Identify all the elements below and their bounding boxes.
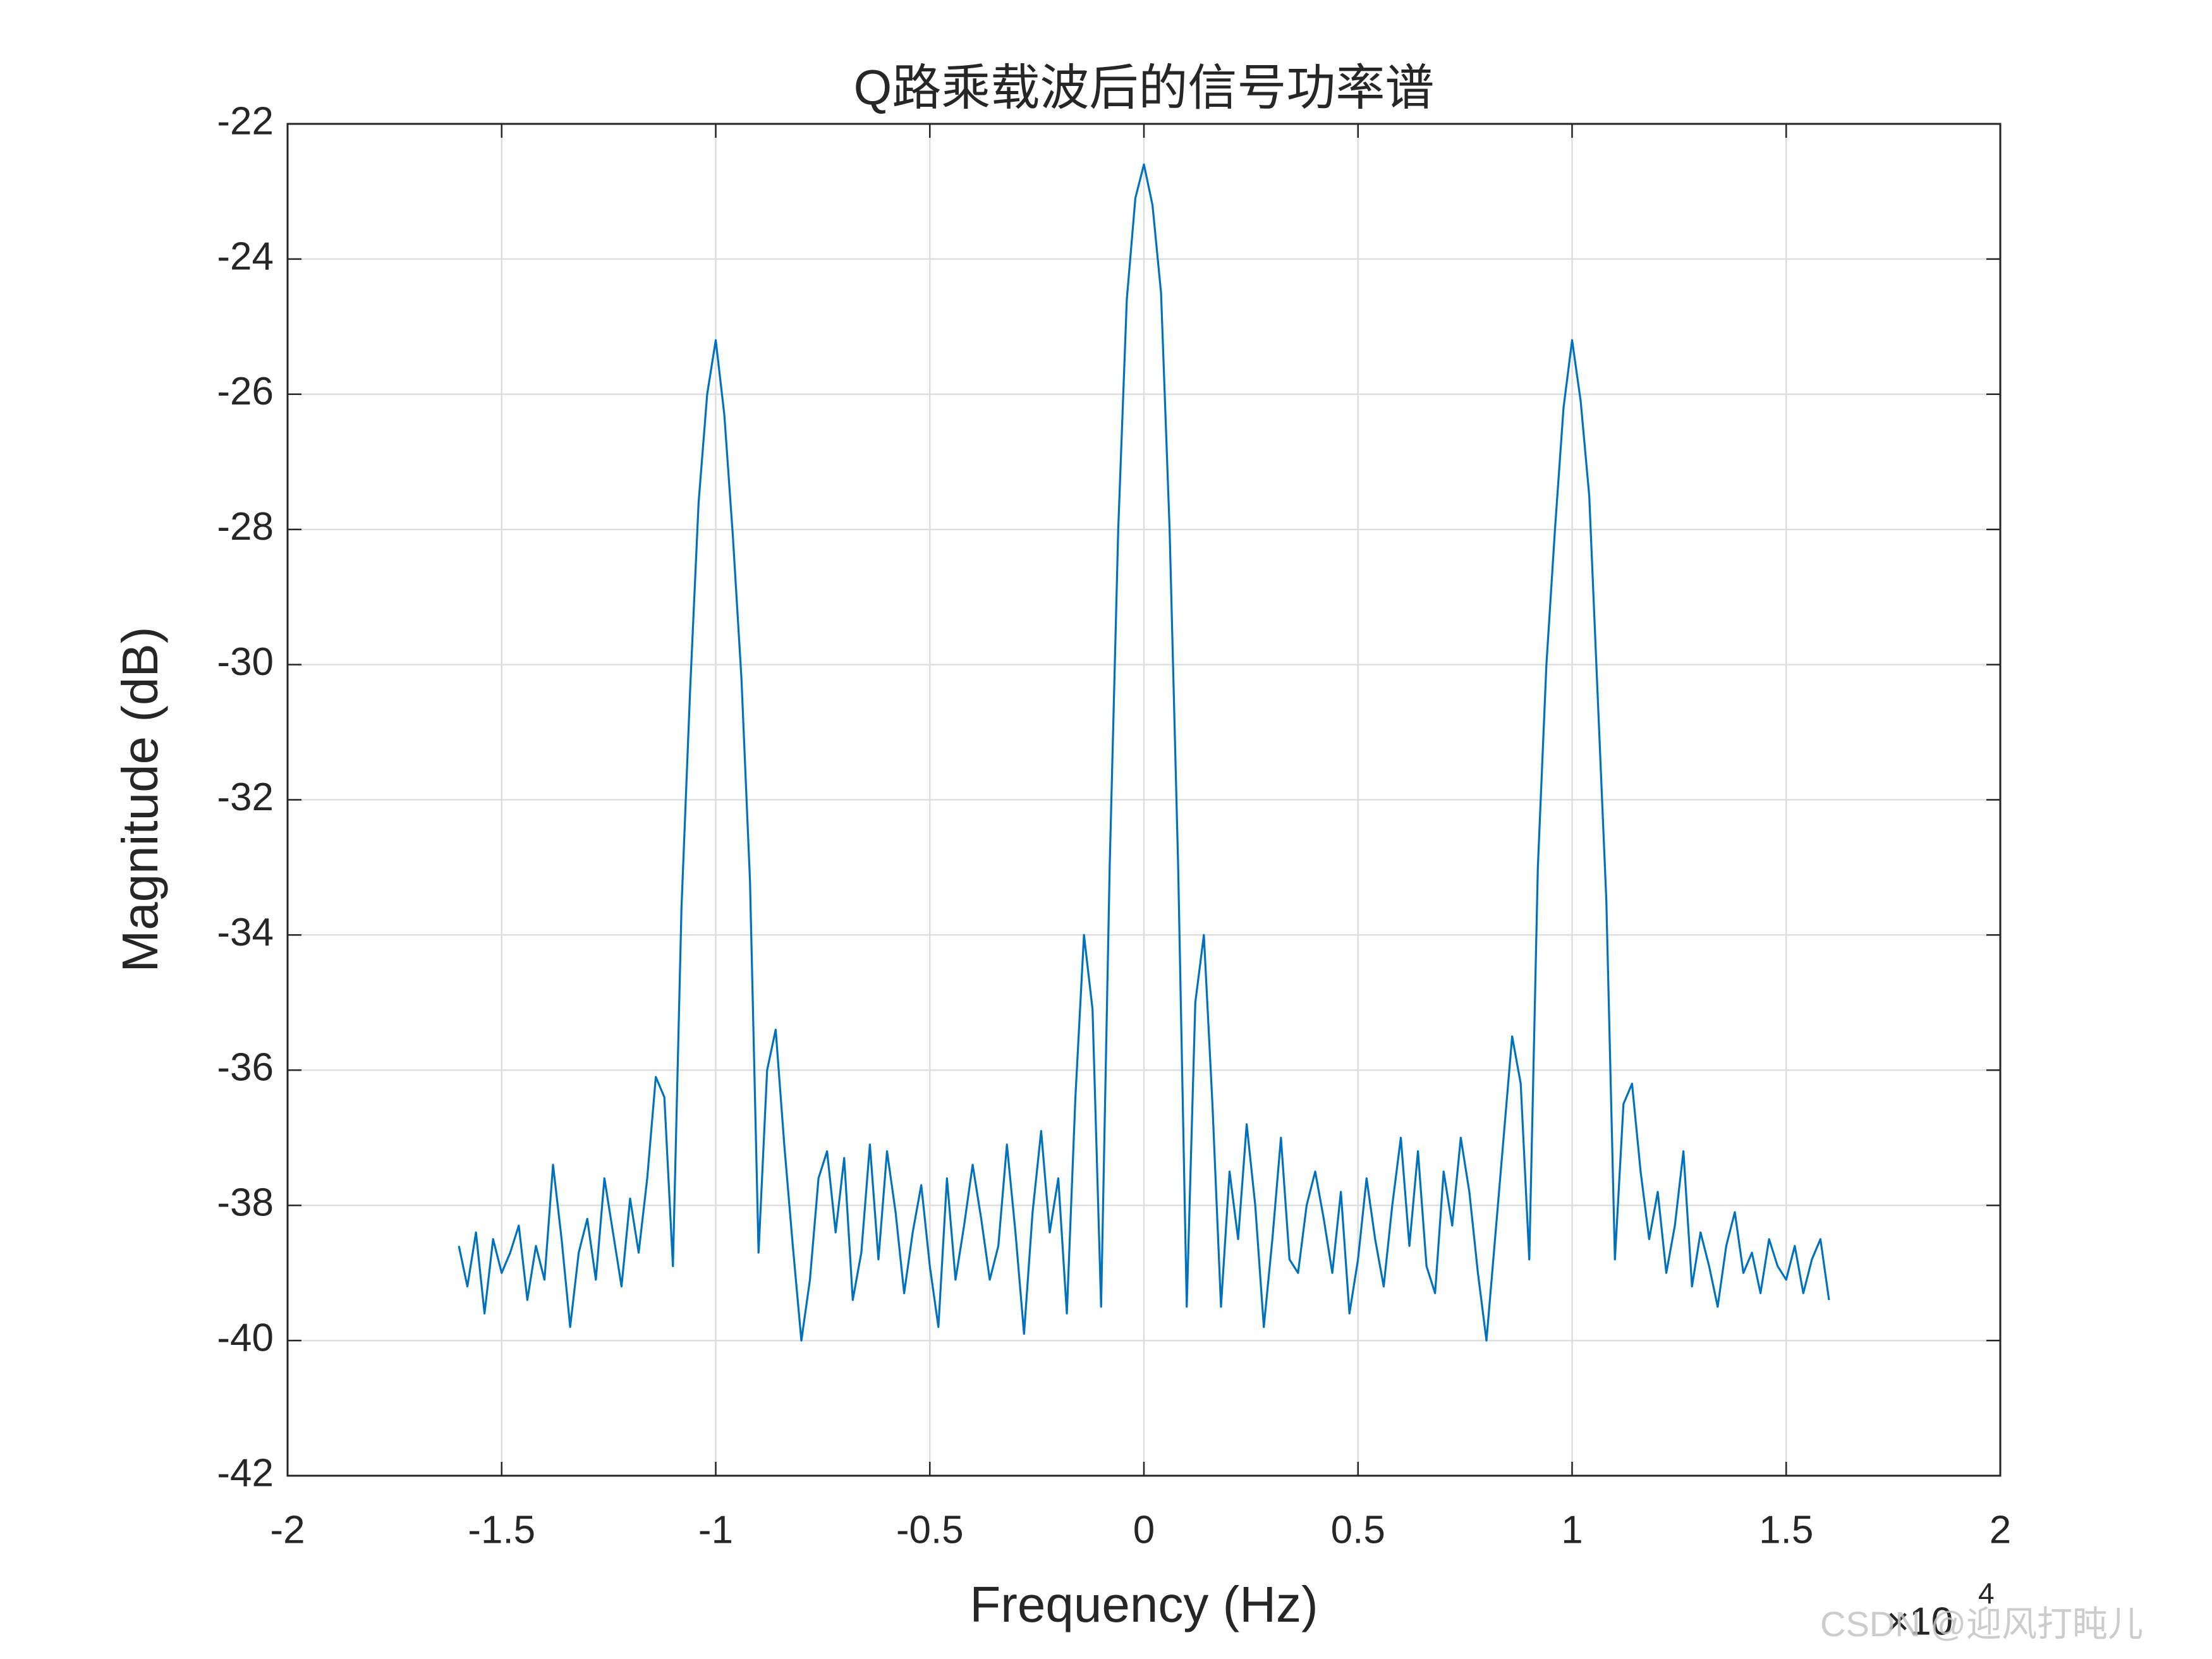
y-tick-label: -42 bbox=[217, 1451, 274, 1495]
watermark: CSDN @迎风打盹儿 bbox=[1820, 1604, 2143, 1644]
x-exponent: 4 bbox=[1978, 1577, 1995, 1610]
x-tick-label: -0.5 bbox=[896, 1508, 964, 1552]
y-tick-label: -22 bbox=[217, 99, 274, 143]
y-axis-label: Magnitude (dB) bbox=[112, 627, 168, 973]
y-tick-label: -30 bbox=[217, 640, 274, 684]
y-tick-label: -36 bbox=[217, 1046, 274, 1090]
y-tick-label: -34 bbox=[217, 911, 274, 954]
y-tick-label: -32 bbox=[217, 775, 274, 819]
x-tick-label: 0.5 bbox=[1331, 1508, 1385, 1552]
spectrum-line bbox=[458, 163, 1830, 1342]
x-tick-label: 0 bbox=[1133, 1508, 1155, 1552]
y-tick-label: -28 bbox=[217, 505, 274, 549]
y-tick-label: -38 bbox=[217, 1181, 274, 1225]
x-tick-label: -2 bbox=[270, 1508, 305, 1552]
plot-frame bbox=[286, 123, 2002, 1477]
x-tick-label: 1.5 bbox=[1759, 1508, 1813, 1552]
y-tick-label: -40 bbox=[217, 1316, 274, 1359]
x-exponent-base: ×10 bbox=[1887, 1600, 1953, 1643]
x-tick-label: 2 bbox=[1990, 1508, 2011, 1552]
x-tick-label: -1.5 bbox=[468, 1508, 535, 1552]
y-tick-label: -26 bbox=[217, 370, 274, 413]
x-tick-label: 1 bbox=[1561, 1508, 1583, 1552]
x-tick-label: -1 bbox=[698, 1508, 733, 1552]
x-axis-label: Frequency (Hz) bbox=[969, 1576, 1318, 1632]
chart-title: Q路乘载波后的信号功率谱 bbox=[854, 60, 1435, 116]
y-tick-label: -24 bbox=[217, 234, 274, 278]
